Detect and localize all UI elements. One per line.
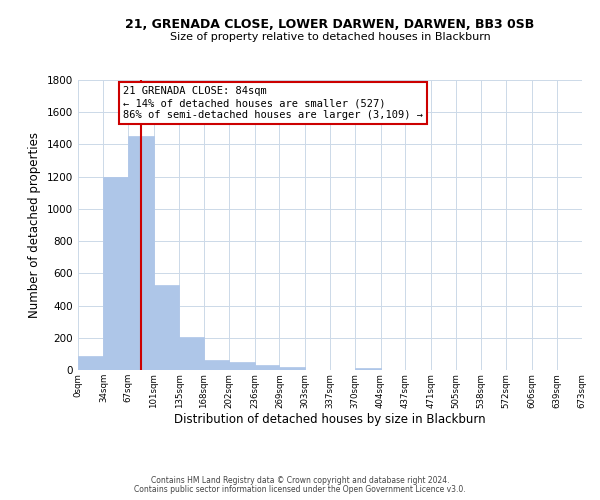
Bar	[103, 176, 128, 370]
Bar	[154, 284, 179, 370]
Bar	[229, 362, 255, 370]
Bar	[128, 136, 154, 370]
Text: 21 GRENADA CLOSE: 84sqm
← 14% of detached houses are smaller (527)
86% of semi-d: 21 GRENADA CLOSE: 84sqm ← 14% of detache…	[123, 86, 423, 120]
Text: Contains HM Land Registry data © Crown copyright and database right 2024.: Contains HM Land Registry data © Crown c…	[151, 476, 449, 485]
Bar	[78, 356, 103, 370]
Y-axis label: Number of detached properties: Number of detached properties	[28, 132, 41, 318]
Text: Size of property relative to detached houses in Blackburn: Size of property relative to detached ho…	[170, 32, 490, 42]
Bar	[280, 367, 305, 370]
X-axis label: Distribution of detached houses by size in Blackburn: Distribution of detached houses by size …	[174, 413, 486, 426]
Bar	[355, 368, 380, 370]
Text: Contains public sector information licensed under the Open Government Licence v3: Contains public sector information licen…	[134, 485, 466, 494]
Bar	[179, 337, 204, 370]
Text: 21, GRENADA CLOSE, LOWER DARWEN, DARWEN, BB3 0SB: 21, GRENADA CLOSE, LOWER DARWEN, DARWEN,…	[125, 18, 535, 30]
Bar	[204, 360, 229, 370]
Bar	[255, 365, 280, 370]
